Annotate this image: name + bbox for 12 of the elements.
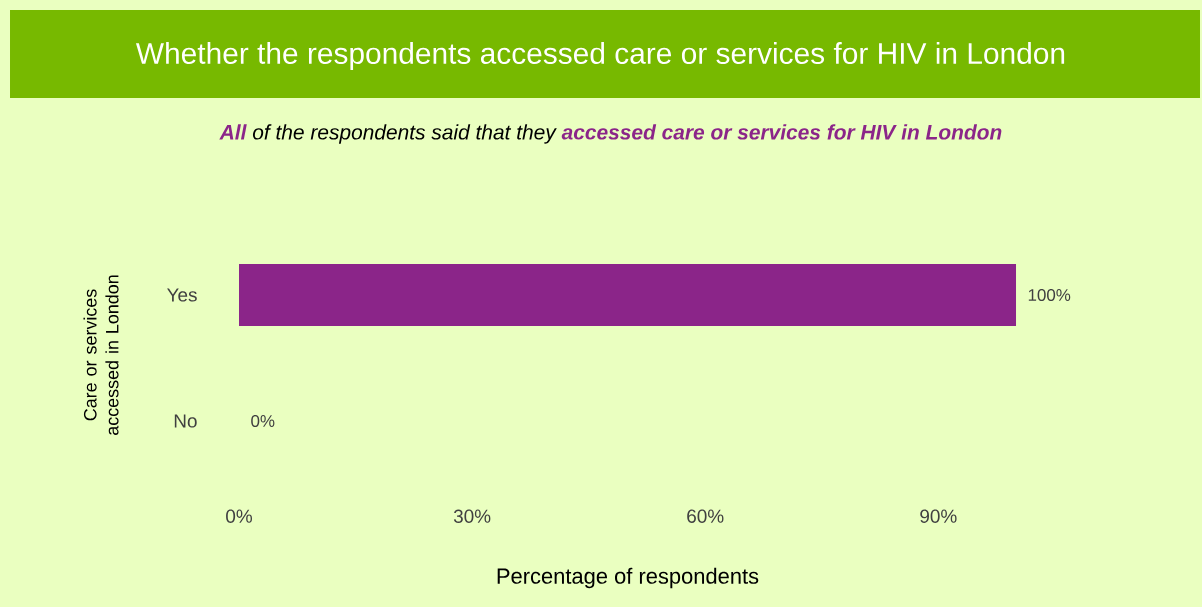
chart-subtitle: All of the respondents said that they accessed care or services for HIV in London xyxy=(219,124,1002,144)
chart-title: Whether the respondents accessed care or services for HIV in London xyxy=(135,42,1065,70)
x-tick-label: 30% xyxy=(453,509,491,523)
y-axis-title: Care or services accessed in London xyxy=(83,275,119,435)
x-tick-label: 0% xyxy=(226,509,253,523)
y-tick-label: Yes xyxy=(167,288,197,302)
data-label: 0% xyxy=(251,414,275,427)
x-tick-label: 90% xyxy=(920,509,957,523)
x-axis-title: Percentage of respondents xyxy=(497,567,759,589)
data-label: 100% xyxy=(1028,288,1071,301)
x-tick-label: 60% xyxy=(687,509,724,523)
y-tick-label: No xyxy=(174,414,197,428)
